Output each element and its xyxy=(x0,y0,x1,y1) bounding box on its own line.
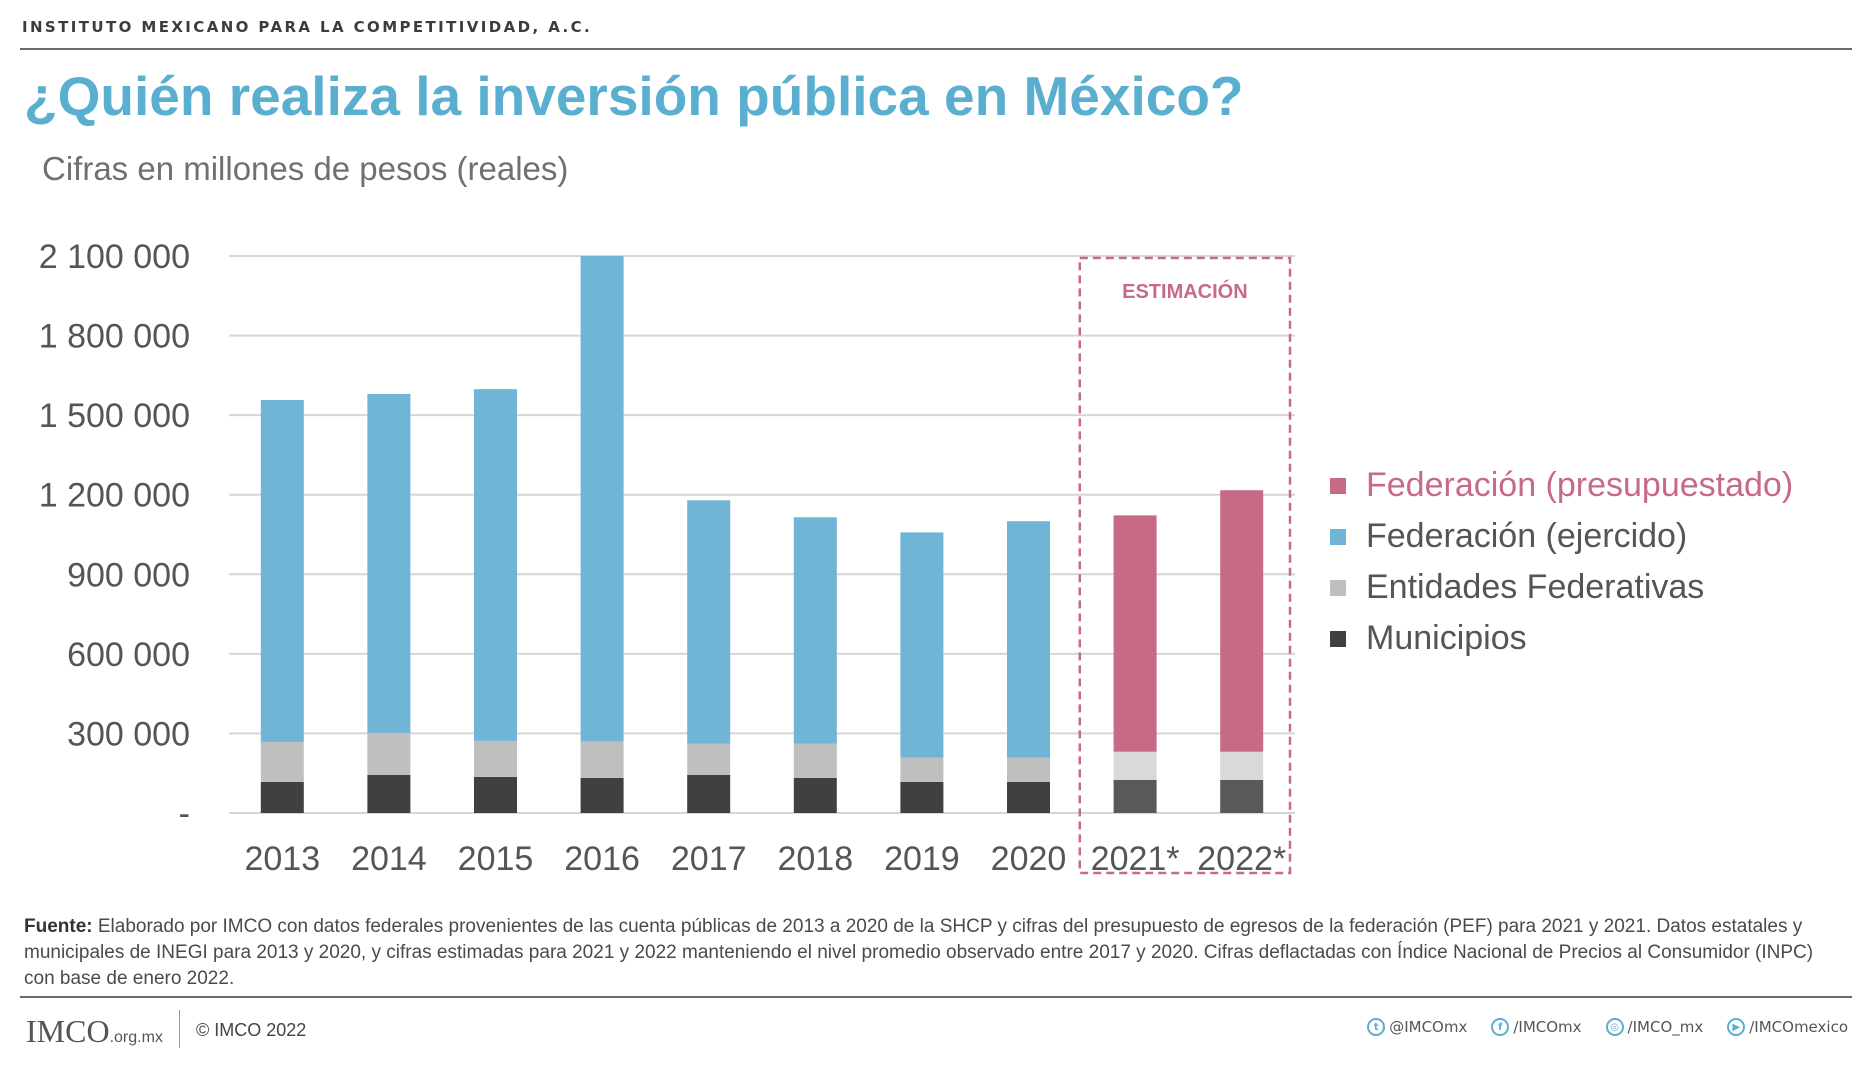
x-tick-label: 2021* xyxy=(1091,840,1180,878)
legend-label: Municipios xyxy=(1366,619,1527,657)
y-axis-ticks: - 300 000 600 000 900 000 1 200 000 1 500 000… xyxy=(39,238,190,833)
bar-entidades-2016 xyxy=(580,741,624,778)
y-tick-label: 2 100 000 xyxy=(39,238,190,276)
facebook-icon: f xyxy=(1491,1018,1510,1036)
bar-entidades-2013 xyxy=(260,741,304,782)
bar-municipios-2015 xyxy=(474,776,517,813)
bar-municipios-2021 xyxy=(1113,779,1157,813)
x-tick-label: 2017 xyxy=(671,840,747,878)
logo-domain: .org.mx xyxy=(109,1029,163,1046)
bar-entidades-2019 xyxy=(900,757,944,782)
social-youtube[interactable]: ▶ /IMCOmexico xyxy=(1727,1018,1848,1036)
twitter-icon: t xyxy=(1367,1018,1386,1036)
legend-item-fed_presupuestado: Federación (presupuestado) xyxy=(1330,460,1793,511)
social-handle: /IMCOmx xyxy=(1513,1018,1582,1036)
bar-municipios-2014 xyxy=(367,774,411,813)
bar-municipios-2022 xyxy=(1220,779,1264,813)
estimation-label: ESTIMACIÓN xyxy=(1122,279,1248,303)
bar-fed_ejercido-2020 xyxy=(1007,521,1050,758)
bar-fed_ejercido-2013 xyxy=(260,400,304,742)
bar-municipios-2017 xyxy=(687,774,731,813)
y-tick-label: 600 000 xyxy=(67,636,190,674)
legend-swatch xyxy=(1330,630,1346,647)
source-text: Elaborado por IMCO con datos federales p… xyxy=(24,916,1814,989)
bar-entidades-2021 xyxy=(1113,751,1157,780)
stacked-bar-chart: - 300 000 600 000 900 000 1 200 000 1 500 000… xyxy=(39,238,1295,878)
bar-municipios-2018 xyxy=(793,777,837,813)
x-tick-label: 2022* xyxy=(1197,840,1286,878)
legend-item-entidades: Entidades Federativas xyxy=(1330,562,1793,613)
social-handle: @IMCOmx xyxy=(1389,1018,1468,1036)
logo-text: IMCO xyxy=(26,1013,110,1049)
bar-municipios-2013 xyxy=(260,781,304,813)
bar-fed_ejercido-2015 xyxy=(474,389,517,741)
y-tick-label: 900 000 xyxy=(67,556,190,594)
social-facebook[interactable]: f /IMCOmx xyxy=(1491,1018,1582,1036)
bar-municipios-2016 xyxy=(580,777,624,813)
y-tick-label: 1 800 000 xyxy=(39,318,190,356)
bar-fed_ejercido-2018 xyxy=(793,517,837,744)
footer-separator xyxy=(179,1010,180,1048)
legend-label: Federación (presupuestado) xyxy=(1366,466,1794,504)
bar-entidades-2015 xyxy=(474,740,517,777)
x-tick-label: 2014 xyxy=(351,840,427,878)
bars xyxy=(260,256,1264,813)
x-tick-label: 2020 xyxy=(991,840,1067,878)
bar-fed_presupuestado-2022 xyxy=(1220,490,1264,752)
bar-entidades-2014 xyxy=(367,732,411,775)
organization-name: INSTITUTO MEXICANO PARA LA COMPETITIVIDA… xyxy=(22,18,593,36)
social-links: t @IMCOmx f /IMCOmx ◎ /IMCO_mx ▶ /IMCOme… xyxy=(1367,1018,1848,1036)
legend-swatch xyxy=(1330,528,1346,545)
legend-item-municipios: Municipios xyxy=(1330,613,1793,664)
legend-label: Entidades Federativas xyxy=(1366,568,1705,606)
header-divider xyxy=(20,48,1852,50)
legend-label: Federación (ejercido) xyxy=(1366,517,1688,555)
x-tick-label: 2013 xyxy=(244,840,320,878)
youtube-icon: ▶ xyxy=(1727,1018,1746,1036)
y-tick-label: 1 500 000 xyxy=(39,397,190,435)
legend-swatch xyxy=(1330,579,1346,596)
bar-fed_presupuestado-2021 xyxy=(1113,515,1157,752)
x-axis-ticks: 2013 2014 2015 2016 2017 2018 2019 2020 2021* 202… xyxy=(244,840,1286,878)
x-tick-label: 2019 xyxy=(884,840,960,878)
bar-entidades-2017 xyxy=(687,743,731,775)
legend-swatch xyxy=(1330,477,1346,494)
x-tick-label: 2016 xyxy=(564,840,640,878)
estimation-box xyxy=(1078,256,1292,875)
bar-entidades-2022 xyxy=(1220,751,1264,780)
bar-fed_ejercido-2014 xyxy=(367,393,411,733)
y-tick-label: 1 200 000 xyxy=(39,477,190,515)
footer-divider xyxy=(20,996,1852,998)
y-tick-label: - xyxy=(179,795,190,833)
social-handle: /IMCOmexico xyxy=(1749,1018,1848,1036)
x-tick-label: 2015 xyxy=(458,840,534,878)
chart-legend: Federación (presupuestado) Federación (ej… xyxy=(1330,460,1793,664)
bar-fed_ejercido-2016 xyxy=(580,256,624,742)
copyright: © IMCO 2022 xyxy=(196,1020,307,1040)
social-twitter[interactable]: t @IMCOmx xyxy=(1367,1018,1467,1036)
source-label: Fuente: xyxy=(24,916,93,937)
source-note: Fuente: Elaborado por IMCO con datos fed… xyxy=(24,914,1824,992)
bar-entidades-2020 xyxy=(1007,757,1050,782)
social-instagram[interactable]: ◎ /IMCO_mx xyxy=(1605,1018,1704,1036)
imco-logo[interactable]: IMCO .org.mx xyxy=(26,1013,163,1050)
legend-item-fed_ejercido: Federación (ejercido) xyxy=(1330,511,1793,562)
bar-municipios-2019 xyxy=(900,781,944,813)
bar-fed_ejercido-2019 xyxy=(900,532,944,758)
social-handle: /IMCO_mx xyxy=(1627,1018,1704,1036)
chart-subtitle: Cifras en millones de pesos (reales) xyxy=(42,150,569,187)
instagram-icon: ◎ xyxy=(1605,1018,1624,1036)
y-tick-label: 300 000 xyxy=(67,715,190,753)
bar-entidades-2018 xyxy=(793,743,837,778)
page-title: ¿Quién realiza la inversión pública en M… xyxy=(24,65,1244,127)
bar-municipios-2020 xyxy=(1007,781,1050,813)
bar-fed_ejercido-2017 xyxy=(687,500,731,744)
x-tick-label: 2018 xyxy=(777,840,853,878)
